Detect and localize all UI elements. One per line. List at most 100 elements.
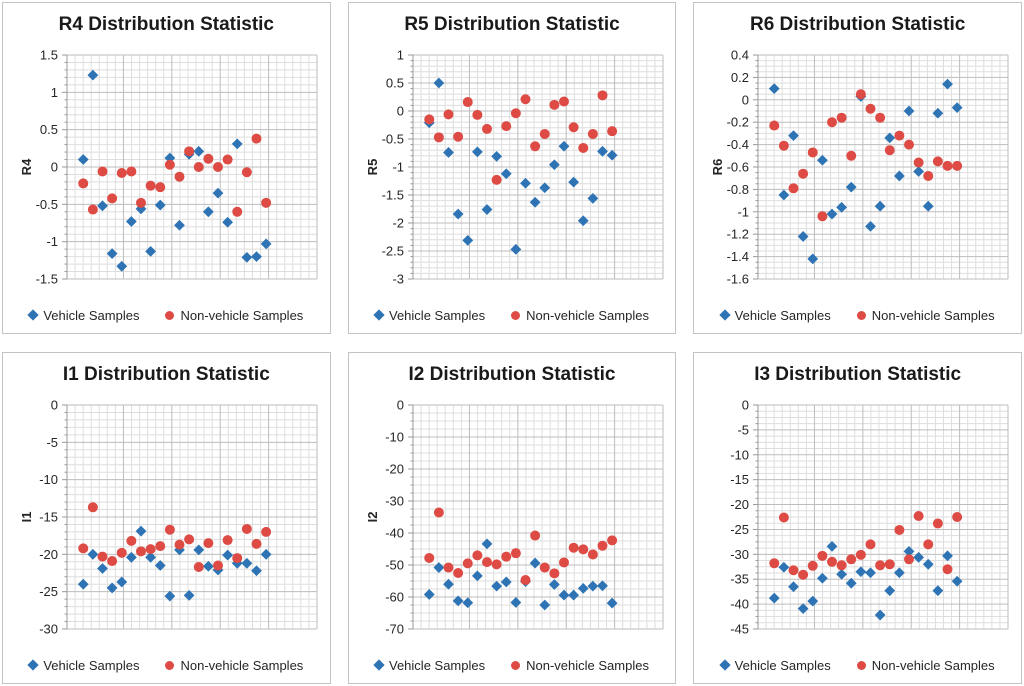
legend-label-non-vehicle: Non-vehicle Samples — [180, 657, 304, 673]
legend-r6: Vehicle Samples Non-vehicle Samples — [694, 297, 1021, 333]
plot-area-i3: 0 -5 -10 -15 -20 -25 -30 -35 -40 -45 — [731, 398, 1009, 637]
chart-title-i1: I1 Distribution Statistic — [62, 364, 270, 385]
legend-item-vehicle: Vehicle Samples — [27, 657, 140, 673]
vehicle-marker-icon — [373, 309, 385, 321]
svg-text:-25: -25 — [731, 522, 750, 537]
svg-text:-10: -10 — [39, 472, 58, 487]
legend-label-vehicle: Vehicle Samples — [43, 657, 140, 673]
svg-text:R4: R4 — [19, 158, 34, 175]
legend-label-vehicle: Vehicle Samples — [389, 657, 486, 673]
plot-area-i2: 0 -10 -20 -30 -40 -50 -60 -70 I2 — [365, 398, 664, 637]
svg-text:-1.6: -1.6 — [727, 272, 749, 287]
svg-text:0.5: 0.5 — [40, 122, 58, 137]
svg-text:-15: -15 — [39, 510, 58, 525]
legend-label-vehicle: Vehicle Samples — [43, 307, 140, 323]
svg-text:-25: -25 — [39, 584, 58, 599]
legend-i2: Vehicle Samples Non-vehicle Samples — [349, 647, 676, 683]
svg-text:0.2: 0.2 — [731, 70, 749, 85]
svg-text:0: 0 — [51, 398, 58, 413]
svg-text:-15: -15 — [731, 472, 750, 487]
svg-text:0: 0 — [396, 104, 403, 119]
chart-tile-r5: R5 Distribution Statistic 1 0.5 0 -0.5 -1 -1.… — [347, 2, 677, 334]
legend-item-non-vehicle: Non-vehicle Samples — [165, 308, 303, 323]
svg-text:-50: -50 — [385, 558, 404, 573]
svg-text:-20: -20 — [731, 497, 750, 512]
non-vehicle-marker-icon — [511, 660, 521, 670]
chart-tile-r4: R4 Distribution Statistic 1.5 1 0.5 0 -0.5 -1… — [2, 2, 331, 334]
legend-i3: Vehicle Samples Non-vehicle Samples — [694, 647, 1021, 683]
chart-title-r6: R6 Distribution Statistic — [749, 14, 966, 35]
svg-text:0: 0 — [742, 92, 749, 107]
vehicle-marker-icon — [719, 309, 731, 321]
legend-label-non-vehicle: Non-vehicle Samples — [526, 657, 649, 673]
legend-item-non-vehicle: Non-vehicle Samples — [511, 308, 649, 323]
svg-text:R6: R6 — [710, 159, 725, 176]
svg-text:1: 1 — [51, 85, 58, 100]
svg-text:-35: -35 — [731, 572, 750, 587]
vehicle-marker-icon — [373, 659, 385, 671]
legend-label-non-vehicle: Non-vehicle Samples — [871, 307, 995, 323]
svg-text:-30: -30 — [385, 494, 404, 509]
svg-text:-0.4: -0.4 — [727, 137, 749, 152]
legend-item-non-vehicle: Non-vehicle Samples — [165, 658, 303, 673]
svg-text:0.4: 0.4 — [731, 48, 749, 63]
svg-text:-40: -40 — [385, 526, 404, 541]
svg-text:-60: -60 — [385, 590, 404, 605]
vehicle-marker-icon — [27, 659, 40, 671]
vehicle-marker-icon — [27, 309, 40, 321]
svg-text:R5: R5 — [365, 159, 380, 176]
non-vehicle-marker-icon — [856, 660, 866, 670]
svg-text:-30: -30 — [731, 547, 750, 562]
chart-title-i2: I2 Distribution Statistic — [408, 364, 616, 385]
svg-text:I2: I2 — [365, 512, 380, 523]
svg-text:-2: -2 — [392, 216, 404, 231]
legend-label-non-vehicle: Non-vehicle Samples — [526, 307, 649, 323]
legend-item-vehicle: Vehicle Samples — [373, 307, 486, 323]
svg-text:-5: -5 — [738, 422, 750, 437]
legend-item-non-vehicle: Non-vehicle Samples — [856, 657, 995, 673]
svg-text:-0.8: -0.8 — [727, 182, 749, 197]
svg-text:I1: I1 — [19, 512, 34, 523]
legend-i1: Vehicle Samples Non-vehicle Samples — [3, 647, 330, 683]
legend-label-non-vehicle: Non-vehicle Samples — [180, 307, 304, 323]
plot-area-r4: 1.5 1 0.5 0 -0.5 -1 -1.5 R4 — [19, 48, 318, 287]
svg-text:-20: -20 — [39, 547, 58, 562]
svg-text:-0.2: -0.2 — [727, 115, 749, 130]
svg-text:-1: -1 — [46, 234, 58, 249]
non-vehicle-marker-icon — [165, 310, 175, 320]
svg-text:-1.2: -1.2 — [727, 227, 749, 242]
svg-text:-0.5: -0.5 — [36, 197, 58, 212]
svg-text:-30: -30 — [39, 622, 58, 637]
legend-item-non-vehicle: Non-vehicle Samples — [856, 307, 995, 323]
svg-text:-3: -3 — [392, 272, 404, 287]
legend-r5: Vehicle Samples Non-vehicle Samples — [349, 297, 676, 333]
legend-item-non-vehicle: Non-vehicle Samples — [511, 658, 649, 673]
chart-title-r5: R5 Distribution Statistic — [404, 14, 620, 35]
svg-text:-1: -1 — [738, 204, 750, 219]
non-vehicle-marker-icon — [856, 310, 866, 320]
svg-text:-10: -10 — [731, 447, 750, 462]
legend-item-vehicle: Vehicle Samples — [719, 307, 831, 323]
legend-label-vehicle: Vehicle Samples — [734, 657, 831, 673]
legend-item-vehicle: Vehicle Samples — [373, 657, 486, 673]
svg-text:-5: -5 — [46, 435, 58, 450]
svg-text:1: 1 — [396, 48, 403, 63]
plot-area-r5: 1 0.5 0 -0.5 -1 -1.5 -2 -2.5 -3 R5 — [365, 48, 664, 287]
chart-title-r4: R4 Distribution Statistic — [58, 14, 274, 35]
vehicle-marker-icon — [719, 659, 731, 671]
chart-tile-i1: I1 Distribution Statistic 0 -5 -10 -15 -20 -2… — [2, 352, 331, 684]
legend-label-vehicle: Vehicle Samples — [734, 307, 831, 323]
svg-text:-2.5: -2.5 — [381, 244, 403, 259]
svg-text:0.5: 0.5 — [386, 76, 404, 91]
svg-text:0: 0 — [51, 160, 58, 175]
svg-text:-40: -40 — [731, 597, 750, 612]
non-vehicle-marker-icon — [165, 660, 175, 670]
svg-text:-0.5: -0.5 — [381, 132, 403, 147]
legend-item-vehicle: Vehicle Samples — [27, 307, 140, 323]
legend-label-non-vehicle: Non-vehicle Samples — [871, 657, 995, 673]
legend-r4: Vehicle Samples Non-vehicle Samples — [3, 297, 330, 333]
chart-tile-i2: I2 Distribution Statistic 0 -10 -20 -30 -40 -… — [347, 352, 677, 684]
legend-label-vehicle: Vehicle Samples — [389, 307, 486, 323]
chart-tile-r6: R6 Distribution Statistic 0.4 0.2 0 -0.2 -0.… — [693, 2, 1022, 334]
